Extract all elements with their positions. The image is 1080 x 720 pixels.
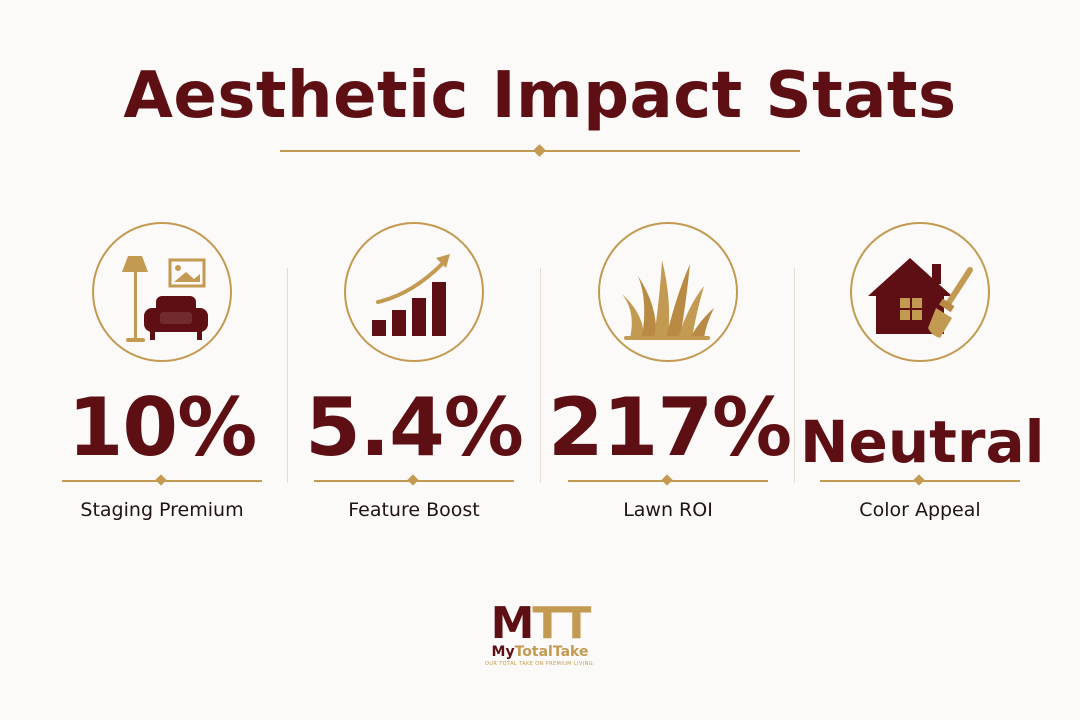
logo-tagline: OUR TOTAL TAKE ON PREMIUM LIVING. [484,661,596,667]
stat-card-feature: 5.4% Feature Boost [294,222,534,532]
column-divider [540,268,541,483]
stat-value: Neutral [800,408,1045,476]
logo-name: MyTotalTake [470,644,610,660]
icon-circle [598,222,738,362]
stat-label: Staging Premium [80,499,244,521]
logo-name-part1: My [491,644,515,660]
stat-card-color: Neutral Color Appeal [800,222,1045,532]
house-paintbrush-icon [868,258,973,338]
brand-logo: MTT MyTotalTake OUR TOTAL TAKE ON PREMIU… [470,602,610,672]
icon-circle [92,222,232,362]
logo-name-part2: TotalTake [514,644,589,660]
stat-value: 217% [548,381,792,474]
lawn-grass-icon [622,260,714,340]
stat-value: 10% [67,381,257,474]
stat-card-lawn: 217% Lawn ROI [548,222,792,532]
diamond-ornament-icon [913,474,925,486]
logo-mark: MTT [470,602,610,646]
diamond-ornament-icon [155,474,167,486]
stat-divider [314,474,514,486]
page-title: Aesthetic Impact Stats [123,59,957,133]
stat-divider [820,474,1020,486]
stat-label: Feature Boost [348,499,480,521]
diamond-ornament-icon [533,144,546,157]
stat-value: 5.4% [305,381,524,474]
title-divider [280,144,800,157]
icon-circle [344,222,484,362]
stat-card-staging: 10% Staging Premium [42,222,282,532]
logo-mark-tt: TT [532,598,591,649]
icon-circle [850,222,990,362]
logo-mark-m: M [490,598,535,649]
stat-divider [568,474,768,486]
stat-label: Color Appeal [859,499,981,521]
stat-label: Lawn ROI [623,499,713,521]
stat-divider [62,474,262,486]
column-divider [287,268,288,483]
diamond-ornament-icon [407,474,419,486]
column-divider [794,268,795,483]
diamond-ornament-icon [661,474,673,486]
growth-bar-chart-icon [372,254,450,336]
staging-furniture-icon [122,256,208,342]
